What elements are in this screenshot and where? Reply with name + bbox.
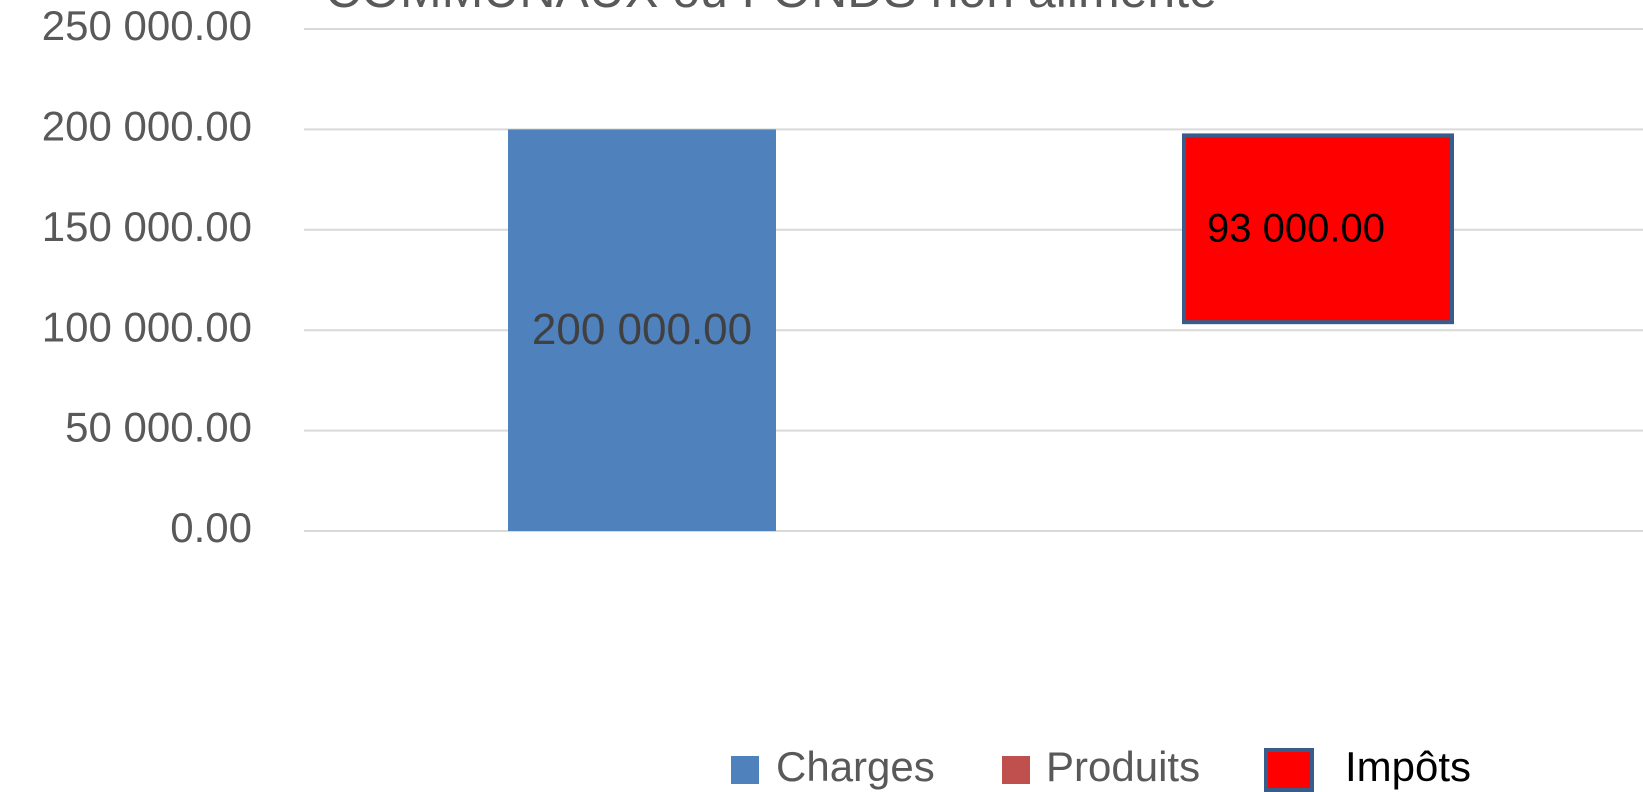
legend-swatch [1002,756,1030,784]
y-tick-label: 150 000.00 [42,203,252,250]
legend-label: Impôts [1345,743,1471,790]
legend-label: Charges [776,743,935,790]
legend-label: Produits [1046,743,1200,790]
legend-swatch [731,756,759,784]
y-tick-label: 100 000.00 [42,303,252,350]
legend-swatch [1264,748,1314,792]
y-tick-label: 0.00 [170,504,252,551]
data-label: 93 000.00 [1207,206,1385,250]
y-tick-label: 250 000.00 [42,2,252,49]
bar [508,129,776,531]
data-label: 200 000.00 [532,305,752,354]
y-tick-label: 200 000.00 [42,102,252,149]
bar [1182,133,1454,325]
y-tick-label: 50 000.00 [65,404,252,451]
chart-title: COMMUNAUX ou FONDS non alimenté [325,0,1217,18]
